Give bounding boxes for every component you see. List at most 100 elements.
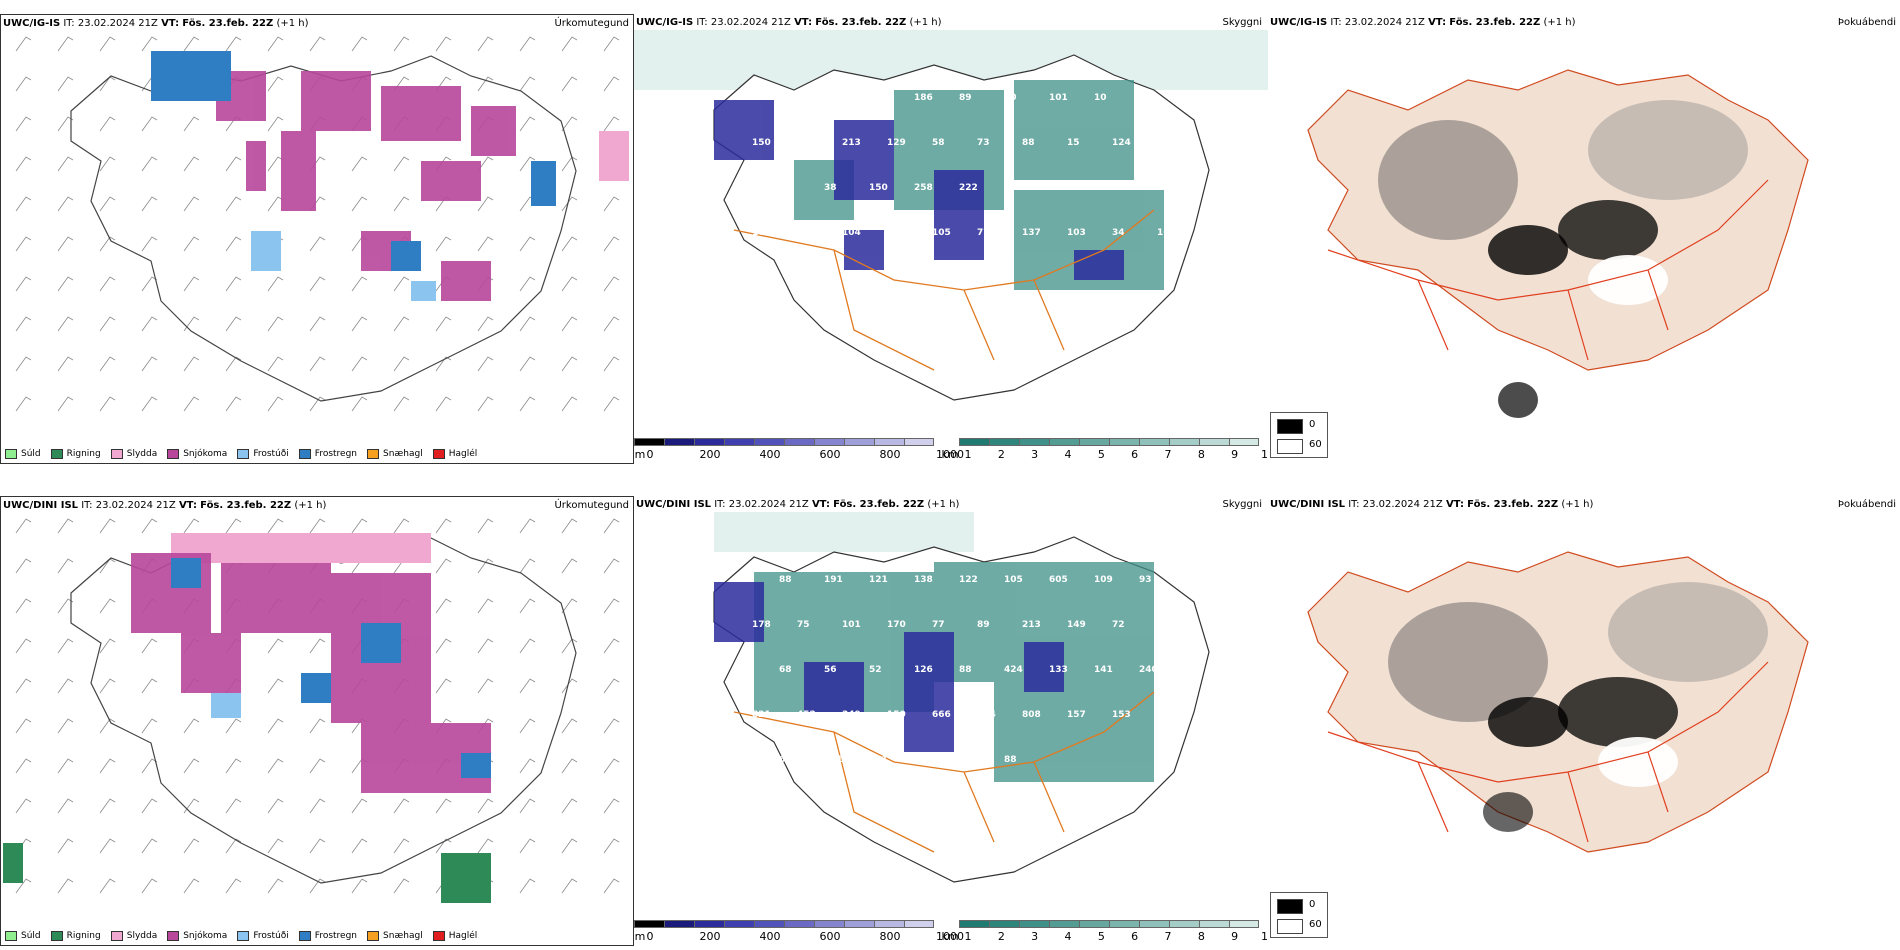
wind-barb (309, 838, 326, 854)
legend-swatch-black (1277, 899, 1303, 914)
panel-header: UWC/IG-IS IT: 23.02.2024 21Z VT: Fös. 23… (3, 18, 309, 29)
wind-barb (519, 838, 536, 854)
wind-barb (57, 558, 74, 574)
precip-legend-item: Haglél (432, 449, 477, 459)
wind-barb (309, 356, 326, 372)
wind-barb (603, 396, 620, 412)
visibility-value: 93 (1139, 575, 1152, 585)
scale-tick: 6 (1131, 448, 1139, 461)
wind-barb (57, 276, 74, 292)
wind-barb (309, 236, 326, 252)
visibility-value: 222 (959, 183, 978, 193)
visibility-value: 105 (1157, 710, 1176, 720)
visibility-m-labels: m 0 200 400 600 800 1000 (634, 448, 964, 462)
cloud-legend-row2: 0 60 (1270, 892, 1328, 938)
low-visibility-m (714, 582, 1064, 752)
scale-cell (724, 438, 754, 446)
visibility-value: 170 (887, 620, 906, 630)
cloud-panel-row2: UWC/DINI ISL IT: 23.02.2024 21Z VT: Fös.… (1268, 496, 1900, 896)
wind-barb (141, 236, 158, 252)
scale-unit: m (634, 448, 646, 461)
precip-legend-item: Rigning (50, 449, 101, 459)
wind-barb (435, 236, 452, 252)
wind-barb (57, 758, 74, 774)
visibility-value: 88 (779, 575, 792, 585)
wind-barb (15, 76, 32, 92)
scale-cell (664, 438, 694, 446)
legend-label: Súld (21, 449, 41, 459)
wind-barb (603, 116, 620, 132)
cloud-panel-row1: UWC/IG-IS IT: 23.02.2024 21Z VT: Fös. 23… (1268, 14, 1900, 424)
visibility-value: 60 (1004, 93, 1017, 103)
visibility-values: 108 88 191 121 138 122 105 605 109 93 178 75 101 170 7… (734, 575, 1176, 765)
wind-barb (225, 356, 242, 372)
wind-barb (99, 718, 116, 734)
wind-barb (603, 678, 620, 694)
wind-barb (351, 36, 368, 52)
wind-barb (393, 838, 410, 854)
wind-barb (561, 558, 578, 574)
freezing-drizzle-areas (251, 231, 436, 301)
wind-barb (15, 276, 32, 292)
scale-tick: 800 (879, 448, 901, 461)
visibility-value: 452 (797, 710, 816, 720)
wind-barb (141, 196, 158, 212)
wind-barbs (15, 36, 620, 412)
wind-barb (267, 196, 284, 212)
scale-tick: 3 (1031, 930, 1039, 943)
legend-swatch (432, 931, 445, 941)
legend-label: Rigning (66, 449, 101, 459)
wind-barb (141, 878, 158, 894)
scale-cell (814, 438, 844, 446)
wind-barb (309, 798, 326, 814)
visibility-value: 258 (914, 183, 933, 193)
wind-barb (183, 878, 200, 894)
wind-barb (141, 678, 158, 694)
wind-barb (15, 758, 32, 774)
legend-swatch-white (1277, 439, 1303, 454)
wind-barb (141, 356, 158, 372)
wind-barb (99, 396, 116, 412)
legend-swatch (167, 449, 180, 459)
visibility-value: 88 (1004, 755, 1017, 765)
freezing-rain-areas (171, 558, 491, 778)
wind-barb (393, 798, 410, 814)
wind-barb (519, 518, 536, 534)
cloud-shading (1388, 582, 1768, 832)
rain-areas (3, 843, 491, 903)
visibility-value: 869 (1049, 183, 1068, 193)
wind-barb (351, 798, 368, 814)
scale-tick: 4 (1064, 448, 1072, 461)
wind-barb (99, 156, 116, 172)
visibility-value: 224 (914, 755, 933, 765)
scale-cell (1199, 438, 1229, 446)
wind-barb (519, 116, 536, 132)
wind-barb (15, 116, 32, 132)
wind-barb (561, 116, 578, 132)
scale-tick: 5 (1097, 930, 1105, 943)
visibility-value: 191 (824, 575, 843, 585)
road-network (733, 691, 1155, 853)
wind-barb (393, 316, 410, 332)
precip-legend: Súld Rigning Slydda Snjókoma Frostúði Frostre… (5, 931, 477, 941)
legend-label-0: 0 (1309, 419, 1316, 430)
wind-barb (15, 878, 32, 894)
wind-barb (477, 518, 494, 534)
wind-barb (15, 798, 32, 814)
scale-tick: 9 (1231, 448, 1239, 461)
legend-label: Frostregn (314, 931, 358, 941)
visibility-value: 106 (779, 93, 798, 103)
wind-barb (99, 638, 116, 654)
wind-barb (603, 758, 620, 774)
wind-barb (183, 798, 200, 814)
wind-barb (477, 678, 494, 694)
visibility-km-scale (959, 920, 1259, 928)
wind-barb (267, 356, 284, 372)
wind-barb (57, 316, 74, 332)
legend-swatch (298, 449, 311, 459)
visibility-value: 87 (1157, 620, 1170, 630)
scale-cell (1109, 920, 1139, 928)
visibility-value: 52 (869, 665, 882, 675)
scale-cell (634, 438, 664, 446)
wind-barb (225, 518, 242, 534)
